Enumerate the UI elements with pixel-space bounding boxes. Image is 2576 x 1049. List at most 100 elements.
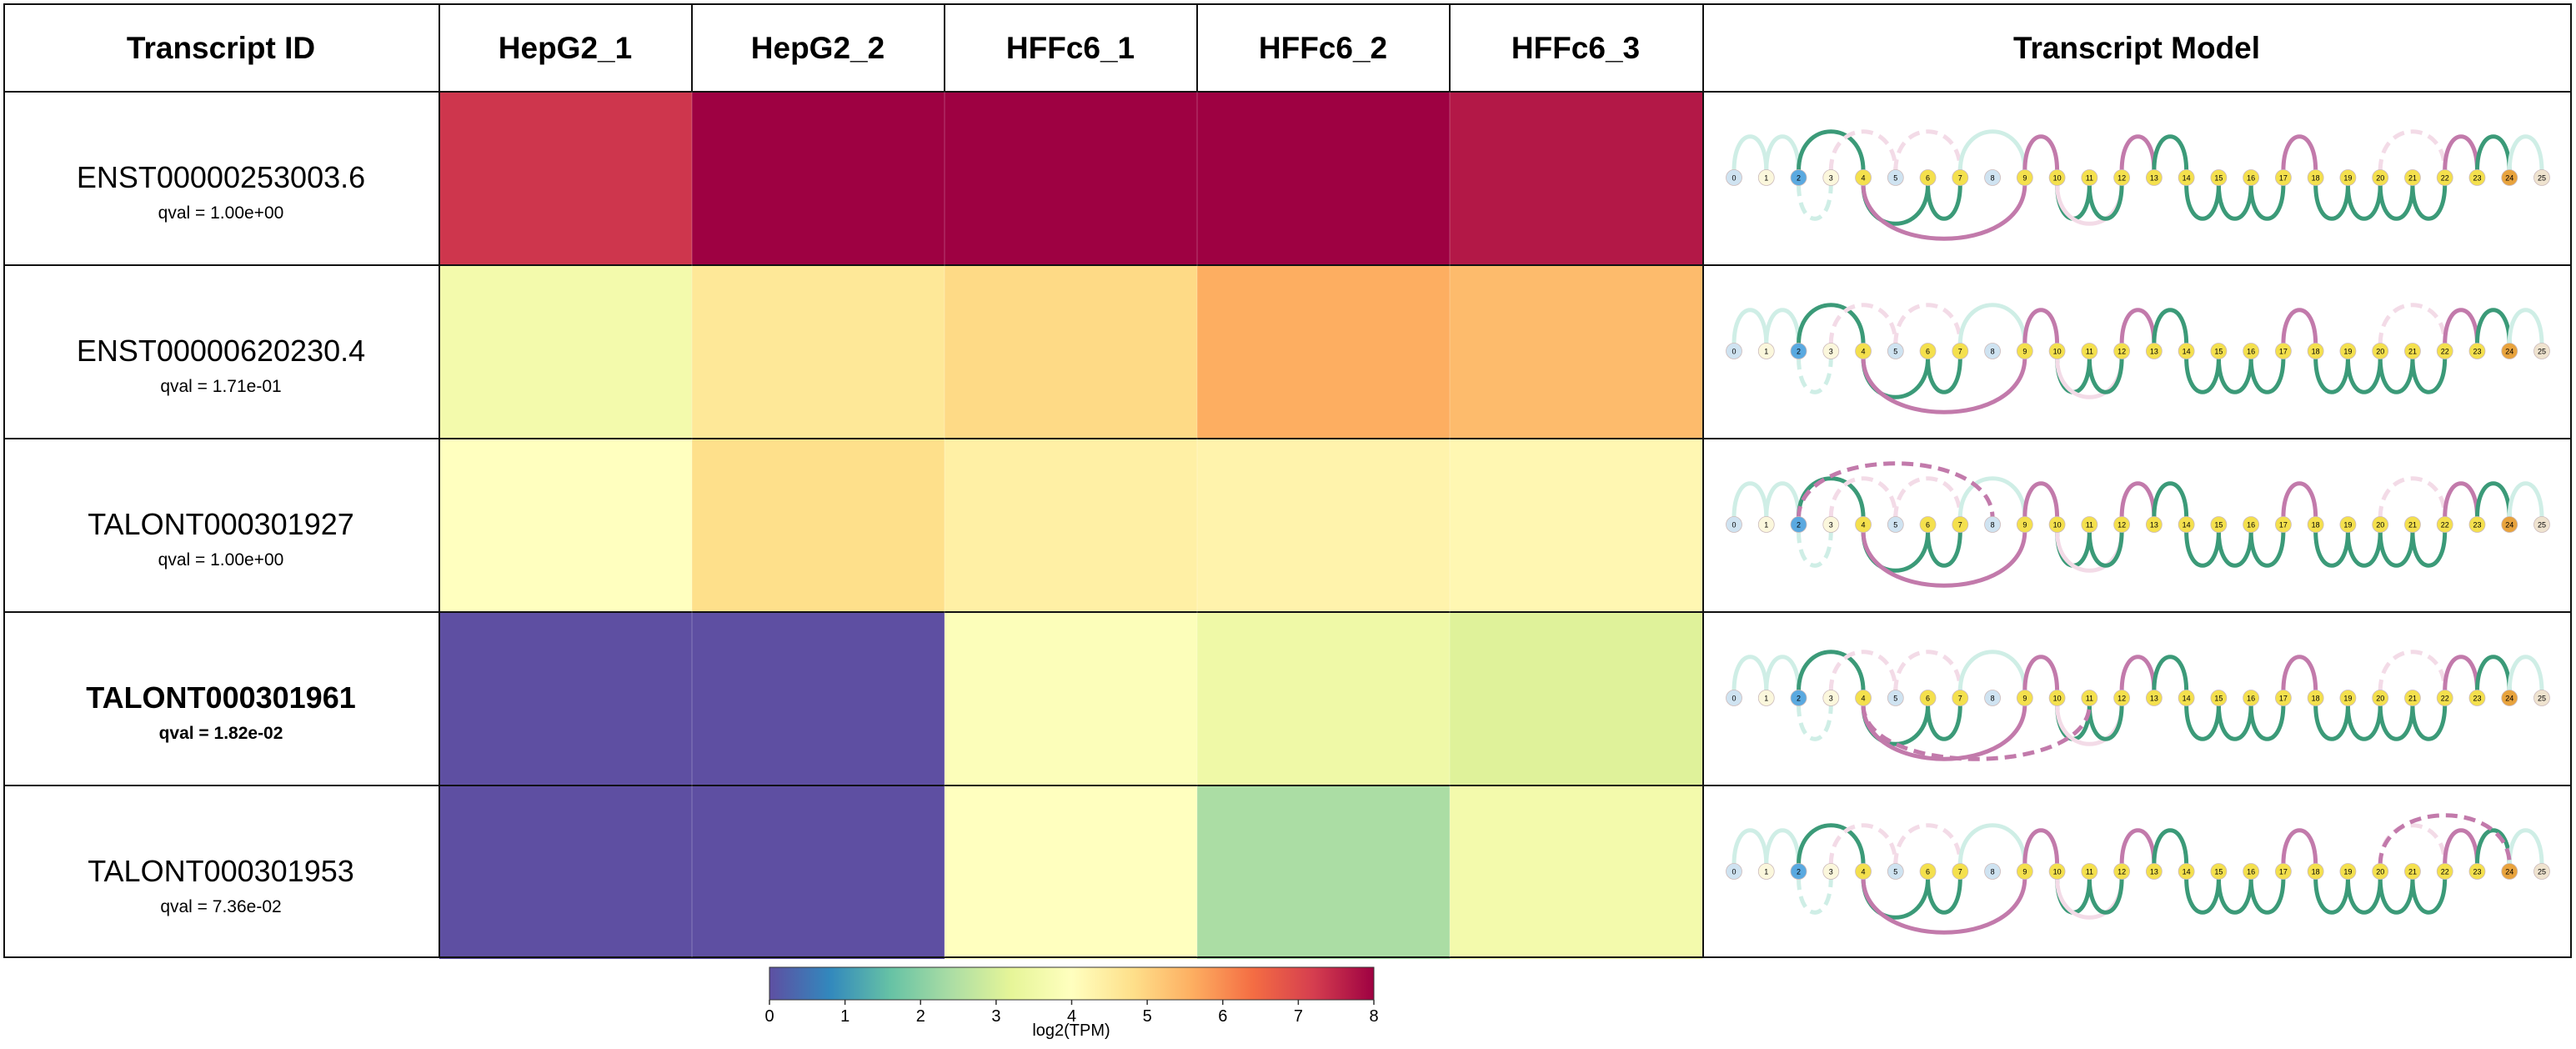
exon-node bbox=[1984, 169, 2001, 186]
exon-node bbox=[2436, 863, 2453, 880]
exon-node-label: 6 bbox=[1926, 868, 1930, 876]
exon-node-label: 5 bbox=[1893, 868, 1897, 876]
exon-node-label: 21 bbox=[2408, 174, 2417, 183]
heatmap-cell-r5-c4 bbox=[1197, 785, 1450, 959]
exon-node-label: 1 bbox=[1764, 348, 1768, 356]
colorbar-ticks: 0 1 2 3 4 5 6 7 8 bbox=[764, 1000, 1379, 1026]
exon-node-label: 20 bbox=[2376, 174, 2384, 183]
table-outer-border bbox=[3, 3, 2572, 958]
colorbar bbox=[769, 966, 1375, 1001]
exon-node-label: 1 bbox=[1764, 521, 1768, 530]
heatmap-cell-r2-c2 bbox=[692, 265, 945, 439]
exon-node bbox=[2533, 863, 2550, 880]
heatmap-cells bbox=[439, 92, 1702, 959]
exon-node bbox=[2113, 516, 2131, 533]
exon-node bbox=[1984, 863, 2001, 880]
heatmap-cell-r5-c1 bbox=[439, 785, 692, 959]
exon-node bbox=[1887, 169, 1904, 186]
exon-node bbox=[2436, 169, 2453, 186]
exon-node bbox=[1790, 863, 1807, 880]
heatmap-cell-r1-c5 bbox=[1450, 92, 1702, 265]
exon-node-label: 9 bbox=[2022, 174, 2027, 183]
exon-node-label: 0 bbox=[1732, 174, 1736, 183]
exon-node-label: 18 bbox=[2312, 695, 2320, 703]
splice-arc bbox=[2248, 183, 2286, 221]
exon-node-label: 18 bbox=[2312, 521, 2320, 530]
exon-node-label: 16 bbox=[2247, 868, 2255, 876]
splice-arc bbox=[1797, 530, 1833, 568]
exon-node bbox=[2533, 690, 2550, 706]
exon-node bbox=[2081, 343, 2098, 359]
exon-node bbox=[2145, 516, 2163, 533]
splice-arc bbox=[1828, 129, 1898, 172]
exon-node bbox=[1919, 863, 1937, 880]
splice-arc bbox=[2184, 357, 2221, 394]
header-transcript-model: Transcript Model bbox=[2013, 31, 2260, 65]
exon-node-label: 10 bbox=[2053, 695, 2062, 703]
splice-arc bbox=[1893, 476, 1962, 519]
splice-arc bbox=[2378, 303, 2448, 345]
splice-arc bbox=[2087, 183, 2124, 221]
splice-arc bbox=[1732, 828, 1769, 866]
splice-arc bbox=[2281, 655, 2318, 692]
exon-node-label: 8 bbox=[1991, 521, 1995, 530]
exon-node bbox=[2307, 516, 2324, 533]
splice-arc bbox=[2378, 357, 2415, 394]
exon-node-label: 23 bbox=[2473, 521, 2481, 530]
exon-node bbox=[2048, 343, 2066, 359]
exon-node bbox=[1757, 516, 1775, 533]
exon-node-label: 5 bbox=[1893, 695, 1897, 703]
heatmap-cell-r5-c2 bbox=[692, 785, 945, 959]
splice-arc bbox=[2119, 828, 2157, 866]
splice-arc bbox=[1957, 303, 2027, 345]
exon-node-label: 24 bbox=[2505, 521, 2513, 530]
exon-node bbox=[2016, 863, 2033, 880]
exon-node-label: 15 bbox=[2214, 695, 2223, 703]
splice-arc bbox=[2184, 877, 2221, 915]
exon-node-label: 21 bbox=[2408, 521, 2417, 530]
splice-arc bbox=[1764, 828, 1802, 866]
exon-node-label: 25 bbox=[2538, 868, 2546, 876]
row-3-qval: qval = 1.00e+00 bbox=[158, 550, 284, 570]
splice-arc bbox=[1926, 357, 1962, 394]
splice-arc bbox=[1893, 650, 1962, 692]
exon-node bbox=[2178, 343, 2195, 359]
exon-node bbox=[2404, 343, 2421, 359]
colorbar-tick-label-2: 2 bbox=[916, 1007, 925, 1026]
splice-arc bbox=[2474, 828, 2512, 866]
exon-node bbox=[2145, 690, 2163, 706]
exon-node-label: 7 bbox=[1958, 868, 1962, 876]
header-sample-3: HFFc6_1 bbox=[1006, 31, 1135, 65]
splice-arc bbox=[2443, 134, 2479, 172]
exon-node-label: 6 bbox=[1926, 174, 1930, 183]
row-3-transcript-id: TALONT000301927 bbox=[88, 507, 354, 541]
splice-arc bbox=[1764, 308, 1802, 345]
exon-node-label: 15 bbox=[2214, 348, 2223, 356]
exon-node bbox=[2275, 343, 2292, 359]
exon-node-label: 12 bbox=[2117, 868, 2126, 876]
exon-node-label: 2 bbox=[1797, 695, 1801, 703]
exon-node-label: 2 bbox=[1797, 174, 1801, 183]
exon-node bbox=[2275, 690, 2292, 706]
exon-node-label: 18 bbox=[2312, 174, 2320, 183]
exon-node-label: 17 bbox=[2279, 695, 2288, 703]
colorbar-tick-label-0: 0 bbox=[764, 1007, 774, 1026]
exon-node-label: 3 bbox=[1829, 348, 1833, 356]
heatmap-cell-r5-c5 bbox=[1450, 785, 1702, 959]
heatmap-cell-r3-c3 bbox=[945, 439, 1197, 612]
splice-arc bbox=[2378, 650, 2448, 692]
splice-arc bbox=[2507, 134, 2544, 172]
exon-node-label: 14 bbox=[2183, 174, 2191, 183]
exon-node-label: 4 bbox=[1862, 521, 1866, 530]
exon-node bbox=[2339, 516, 2357, 533]
exon-node bbox=[2404, 169, 2421, 186]
splice-arc bbox=[1828, 823, 1898, 866]
exon-node bbox=[2178, 690, 2195, 706]
exon-node bbox=[2275, 169, 2292, 186]
splice-arc bbox=[2410, 877, 2448, 915]
exon-node bbox=[1919, 169, 1937, 186]
exon-node bbox=[2016, 343, 2033, 359]
exon-node-label: 25 bbox=[2538, 174, 2546, 183]
exon-node-label: 0 bbox=[1732, 348, 1736, 356]
